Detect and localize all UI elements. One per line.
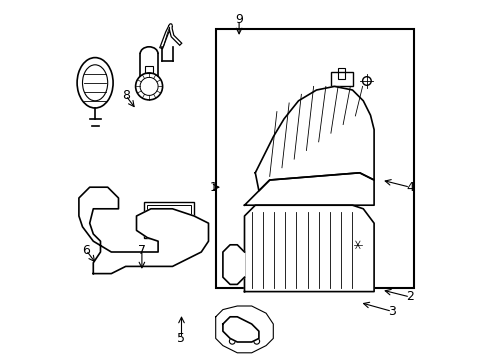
Text: 9: 9 [235,13,243,26]
Text: 1: 1 [209,181,217,194]
Bar [147,205,190,234]
Text: 4: 4 [406,181,413,194]
Text: 3: 3 [387,305,395,318]
Polygon shape [244,173,373,205]
Text: 7: 7 [138,244,145,257]
Bar [337,68,345,79]
Text: 2: 2 [406,291,413,303]
Polygon shape [223,245,244,284]
Bar [215,29,413,288]
Text: 5: 5 [177,332,185,345]
Bar [353,257,362,268]
Text: 8: 8 [122,89,129,102]
Bar [144,66,153,73]
Bar [143,202,194,238]
Text: 6: 6 [82,244,90,257]
Polygon shape [255,86,373,191]
Polygon shape [215,306,273,353]
Bar [330,72,352,86]
Polygon shape [79,187,208,274]
Polygon shape [223,317,258,342]
Polygon shape [244,205,373,292]
